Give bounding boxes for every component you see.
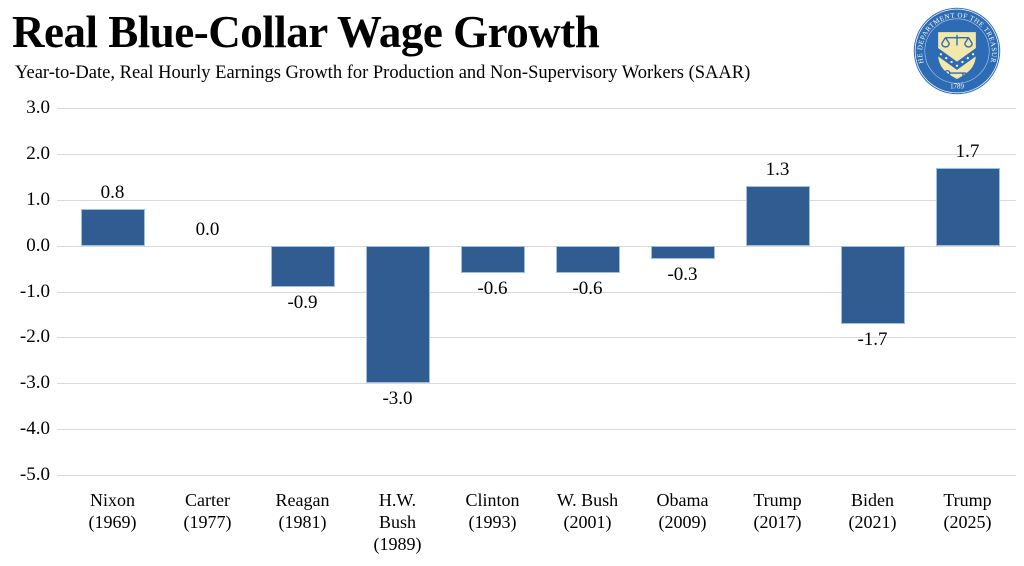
seal-shield [937,31,977,81]
bar-value-label: -1.7 [857,328,888,350]
y-tick-label: -3.0 [19,372,50,394]
bar-value-label: -0.6 [572,278,603,300]
bar [745,186,810,246]
bar [80,208,145,246]
gridline [57,291,1016,293]
x-axis-label: Carter (1977) [183,490,232,532]
bar-value-label: 0.0 [195,218,220,240]
bar-value-label: 0.8 [100,181,125,203]
x-axis-label: W. Bush (2001) [556,490,619,532]
y-tick-label: 3.0 [26,97,50,118]
bar-value-label: 1.3 [765,159,790,180]
gridline [57,245,1016,247]
bar [650,245,715,260]
x-axis-label: Biden (2021) [848,490,897,532]
bar [935,167,1000,246]
gridline [57,153,1016,155]
seal-scales-icon [941,34,973,48]
bar [365,245,430,384]
bar [840,245,905,324]
gridline [57,108,1016,109]
chart-subtitle: Year-to-Date, Real Hourly Earnings Growt… [15,63,751,83]
x-axis-label: Reagan (1981) [275,490,330,532]
y-tick-label: 0.0 [26,234,50,256]
bar-value-label: -0.6 [477,278,508,300]
y-tick-label: -2.0 [19,326,50,348]
x-axis-label: H.W. Bush (1989) [373,490,422,554]
x-axis-label: Nixon (1969) [88,490,137,532]
x-axis-label: Trump (2017) [753,490,802,532]
seal-key-icon [944,69,967,77]
y-tick-label: -5.0 [19,464,50,485]
bar-value-label: -0.9 [287,291,318,313]
x-axis-label: Obama (2009) [656,490,709,532]
y-tick-label: -4.0 [19,418,50,440]
seal-chevron-stars [939,53,975,67]
bar-value-label: 1.7 [955,140,980,162]
bar [555,245,620,274]
x-axis-label: Clinton (1993) [465,490,520,532]
y-tick-label: 1.0 [26,188,50,210]
gridline [57,199,1016,201]
gridline [57,475,1016,476]
bar [270,245,335,287]
seal-year: 1789 [950,83,964,90]
bar-value-label: -3.0 [382,388,413,410]
y-tick-label: 2.0 [26,142,50,164]
gridline [57,383,1016,385]
bar-value-label: -0.3 [667,264,698,286]
x-axis-label: Trump (2025) [943,490,992,532]
bar [460,245,525,274]
y-tick-label: -1.0 [19,280,50,302]
chart-title: Real Blue-Collar Wage Growth [12,7,600,57]
gridline [57,337,1016,339]
treasury-seal-icon: THE DEPARTMENT OF THE TREASURY 1789 [911,5,1001,95]
gridline [57,429,1016,431]
